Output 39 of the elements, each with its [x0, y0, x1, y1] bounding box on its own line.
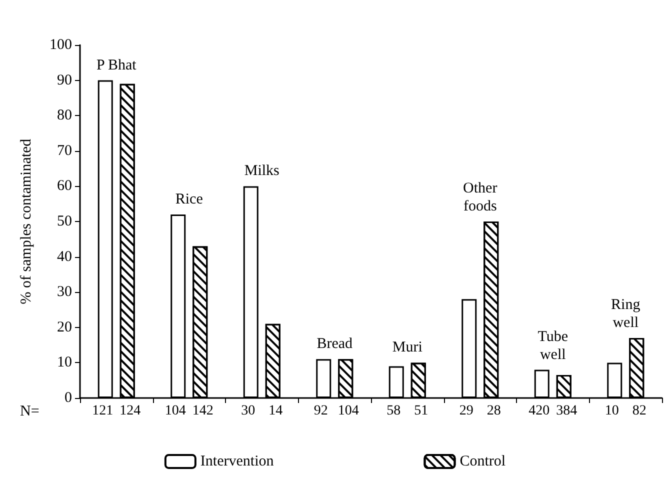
y-axis-title: % of samples contaminated: [18, 138, 34, 304]
y-tick-label: 10: [57, 354, 72, 371]
y-tick-label: 0: [64, 390, 72, 406]
x-tick-label: P Bhat: [96, 57, 138, 74]
x-tick-label: Bread: [316, 336, 354, 352]
text: 82: [632, 404, 646, 418]
x-tick-label: Other foods: [463, 180, 498, 214]
text: 14: [268, 404, 283, 418]
x-tick-label: Milks: [244, 163, 280, 180]
y-tick-label: 70: [57, 142, 72, 159]
y-tick-label: 80: [57, 108, 72, 124]
text: 104: [338, 404, 359, 418]
y-tick-label: 60: [57, 178, 72, 194]
y-tick-label: 90: [57, 72, 72, 88]
text: 420: [528, 404, 550, 418]
text: 58: [386, 404, 401, 418]
y-tick-label: 40: [57, 248, 72, 265]
text: 28: [486, 404, 501, 418]
text: 30: [241, 404, 256, 418]
x-tick-label: Rice: [175, 191, 204, 208]
text: 124: [120, 404, 141, 418]
text: 142: [192, 404, 214, 418]
text: 384: [556, 404, 578, 418]
x-tick-label: Tube well: [538, 328, 568, 363]
x-tick-label: Ring well: [611, 296, 641, 331]
text: 29: [459, 404, 474, 418]
legend-label: Control: [460, 454, 506, 470]
y-tick-label: 30: [57, 284, 72, 300]
legend-label: Intervention: [200, 454, 274, 470]
text: 121: [92, 404, 114, 418]
text: 51: [414, 404, 428, 418]
y-tick-label: 20: [57, 319, 72, 336]
text: 92: [314, 404, 328, 418]
y-tick-label: 100: [50, 37, 72, 53]
x-tick-label: Muri: [392, 340, 422, 356]
text: 10: [604, 404, 619, 418]
y-tick-label: 50: [57, 214, 72, 230]
text: 104: [164, 404, 186, 418]
text: N=: [20, 404, 40, 420]
